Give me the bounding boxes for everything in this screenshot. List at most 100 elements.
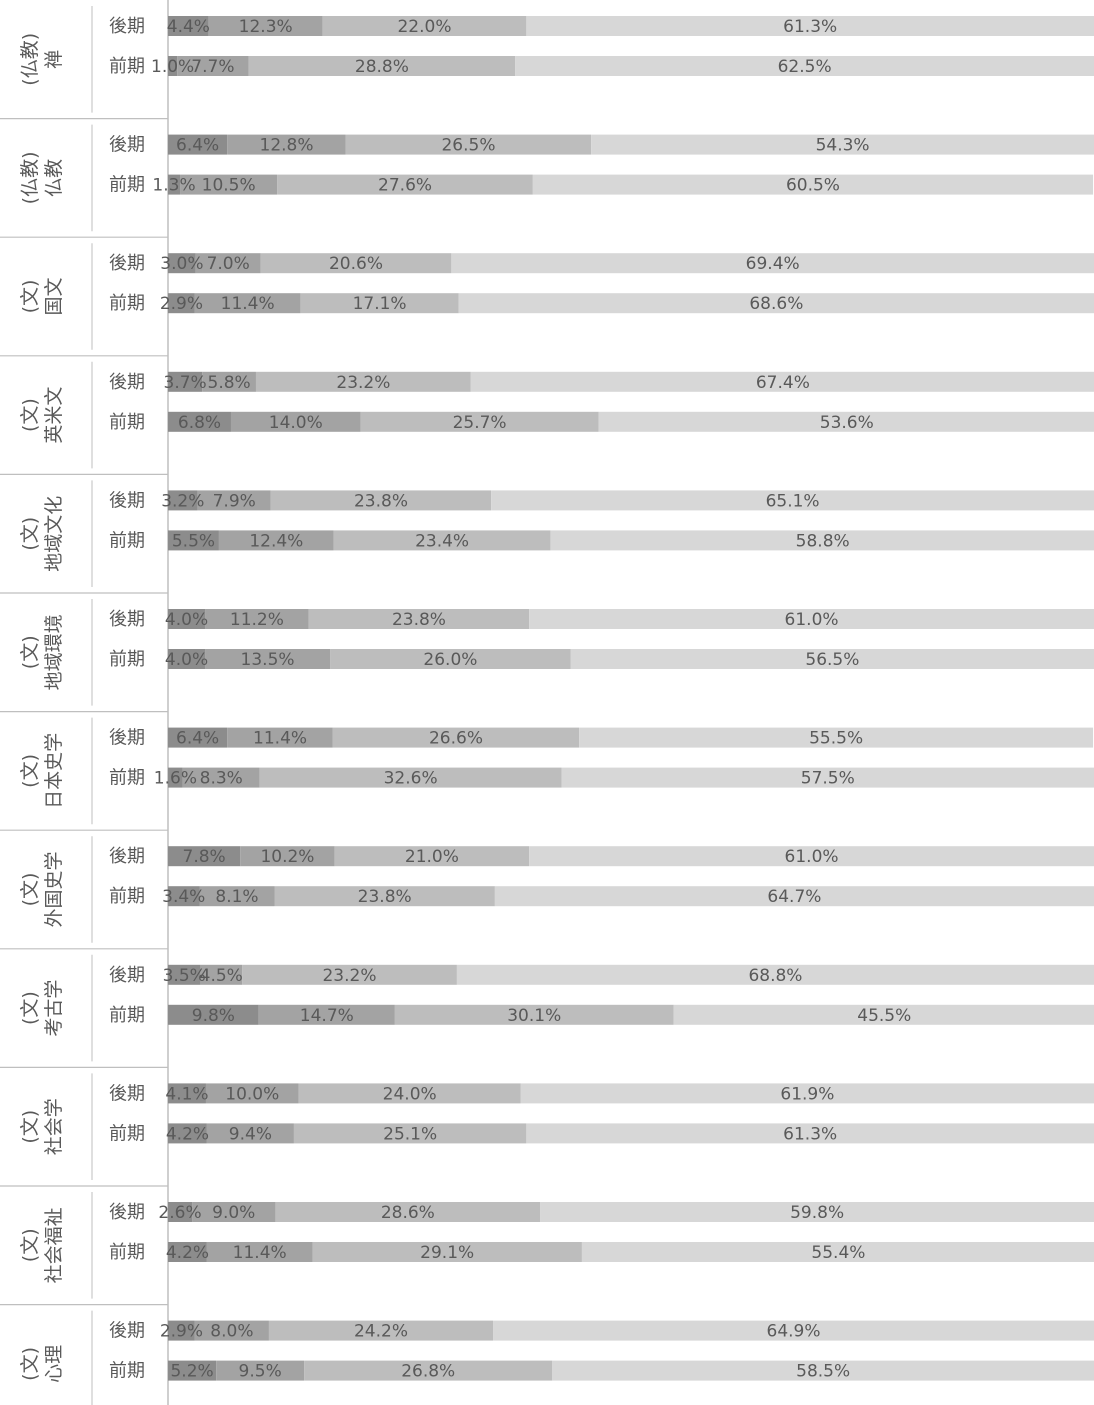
data-label: 23.8% [358,887,412,907]
bar-segment [515,56,1094,76]
bar-segment [168,411,231,432]
data-label: 68.6% [749,294,803,314]
row-label: 前期 [109,175,145,196]
bar-segment [227,134,346,155]
bar-segment [526,1123,1094,1144]
group-label: (文) 英米文 [19,387,65,444]
row-label: 前期 [109,56,145,77]
row-label: 後期 [109,965,145,986]
data-label: 25.7% [453,413,507,433]
data-label: 14.0% [269,413,323,433]
data-label: 7.0% [207,254,250,274]
data-label: 4.1% [165,1084,208,1104]
data-label: 25.1% [383,1124,437,1144]
data-label: 7.9% [213,491,256,511]
data-label: 58.8% [796,531,850,551]
data-label: 68.8% [748,966,802,986]
bar-segment [298,1083,521,1104]
data-label: 53.6% [820,413,874,433]
bar-segment [205,1083,299,1104]
bar-segment [491,490,1094,511]
bar-segment [168,1360,217,1381]
data-label: 28.6% [381,1203,435,1223]
row-label: 後期 [109,253,145,274]
row-label: 前期 [109,412,145,433]
data-label: 60.5% [786,176,840,196]
data-label: 3.2% [161,491,204,511]
group-label-name: 社会学 [43,1098,65,1155]
bar-segment [330,649,571,669]
data-label: 61.3% [783,1124,837,1144]
data-label: 11.4% [253,729,307,749]
bar-segment [591,134,1094,155]
data-label: 32.6% [384,769,438,789]
bar-segment [345,134,592,155]
data-label: 24.0% [383,1084,437,1104]
data-label: 26.8% [401,1362,455,1382]
data-label: 7.8% [183,847,226,867]
category-group: (文) 日本史学 後期 6.4% 11.4% 26.6% 55.5% 前期 1.6% 8.3% 32… [0,717,1094,831]
group-label: (文) 地域環境 [19,614,65,690]
bar-segment [168,1242,207,1262]
data-label: 56.5% [805,650,859,670]
bar-segment [579,727,1094,748]
bar-segment [561,767,1094,788]
bar-segment [168,767,183,788]
bar-segment [205,609,309,629]
data-label: 9.5% [239,1362,282,1382]
data-label: 17.1% [353,294,407,314]
group-label-name: 社会福祉 [43,1207,65,1283]
data-label: 26.5% [441,136,495,156]
category-group: (文) 社会福祉 後期 2.6% 9.0% 28.6% 59.8% 前期 4.2% 11.4% 29… [0,1192,1094,1306]
bar-segment [300,293,459,314]
data-label: 10.2% [260,847,314,867]
bar-segment [202,371,256,392]
bar-segment [470,371,1094,392]
data-label: 6.4% [176,729,219,749]
data-label: 55.5% [809,729,863,749]
group-label-name: 地域環境 [43,614,65,690]
row-label: 前期 [109,1361,145,1382]
bar-segment [195,253,261,274]
bar-segment [360,411,599,432]
bar-segment [277,174,533,195]
group-label: (文) 考古学 [19,980,65,1037]
group-label-prefix: (仏教) [19,33,41,86]
group-label-prefix: (文) [19,1347,41,1381]
bar-segment [206,1123,294,1144]
group-label-name: 仏教 [43,159,65,197]
data-label: 12.3% [239,17,293,37]
data-label: 65.1% [766,491,820,511]
bar-segment [258,1004,395,1025]
bar-segment [493,1320,1094,1341]
row-label: 後期 [109,135,145,156]
bar-segment [168,964,201,985]
data-label: 6.4% [176,136,219,156]
data-label: 14.7% [300,1006,354,1026]
bar-segment [177,56,249,76]
data-label: 4.2% [166,1124,209,1144]
group-label-prefix: (文) [19,1228,41,1262]
data-label: 7.7% [191,57,234,77]
group-label: (文) 心理 [19,1345,65,1383]
group-label-name: 外国史学 [43,851,65,927]
group-label-prefix: (仏教) [19,151,41,204]
bar-segment [673,1004,1094,1025]
row-label: 後期 [109,846,145,867]
group-label-prefix: (文) [19,991,41,1025]
bar-segment [168,174,181,195]
row-label: 後期 [109,609,145,630]
bar-segment [259,767,562,788]
bar-segment [260,253,452,274]
category-group: (文) 英米文 後期 3.7% 5.8% 23.2% 67.4% 前期 6.8% 14.0% 25.… [0,361,1094,475]
data-label: 61.3% [783,17,837,37]
bar-segment [168,1123,207,1144]
data-label: 4.0% [165,610,208,630]
data-label: 8.0% [210,1322,253,1342]
data-label: 2.6% [158,1203,201,1223]
group-label-name: 禅 [43,50,65,69]
bar-segment [192,1202,276,1222]
data-label: 11.2% [230,610,284,630]
bar-segment [168,134,228,155]
